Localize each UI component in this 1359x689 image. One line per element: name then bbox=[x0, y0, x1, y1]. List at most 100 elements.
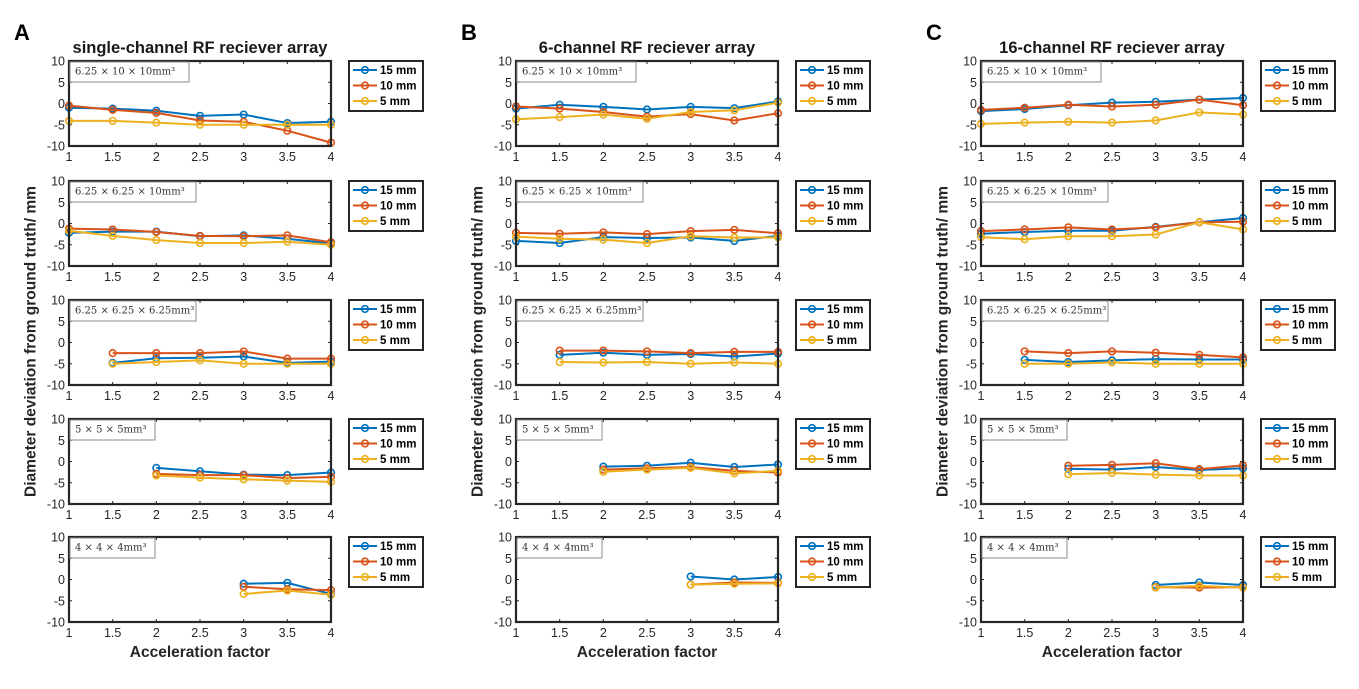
series-line bbox=[243, 589, 332, 596]
legend: 15 mm 10 mm 5 mm bbox=[1260, 536, 1336, 588]
legend-label: 15 mm bbox=[827, 541, 863, 553]
data-point bbox=[730, 116, 739, 125]
data-point bbox=[599, 235, 608, 244]
series-line bbox=[559, 349, 778, 355]
y-tick-label: 0 bbox=[58, 217, 65, 231]
data-point bbox=[283, 237, 292, 246]
legend-label: 10 mm bbox=[827, 439, 863, 451]
x-tick-label: 3 bbox=[1152, 150, 1159, 164]
y-tick-label: -5 bbox=[501, 476, 512, 490]
data-point bbox=[1151, 348, 1160, 357]
y-tick-label: 10 bbox=[498, 531, 512, 545]
subplot: 1 1.5 2 2.5 3 3.5 4 10 5 0 -5 -10 6.25 × 6.25 × 6.25… bbox=[959, 294, 1336, 403]
x-tick-label: 3 bbox=[687, 508, 694, 522]
data-point bbox=[1064, 100, 1073, 109]
annotation-frame bbox=[516, 181, 644, 203]
annotation-box: 6.25 × 6.25 × 6.25mm³ bbox=[516, 300, 644, 322]
data-point bbox=[283, 354, 292, 363]
y-tick-label: -5 bbox=[501, 357, 512, 371]
y-tick-label: -5 bbox=[966, 357, 977, 371]
x-tick-label: 4 bbox=[775, 150, 782, 164]
legend: 15 mm 10 mm 5 mm bbox=[795, 536, 871, 588]
y-tick-label: -10 bbox=[47, 140, 65, 154]
legend-marker bbox=[360, 572, 370, 582]
legend-marker bbox=[360, 304, 370, 314]
data-point bbox=[239, 238, 248, 248]
y-tick-label: -10 bbox=[494, 616, 512, 630]
series-line bbox=[68, 229, 332, 246]
x-tick-label: 1 bbox=[513, 270, 520, 284]
x-tick-label: 2.5 bbox=[1103, 270, 1120, 284]
data-point bbox=[599, 467, 608, 476]
legend-label: 5 mm bbox=[1292, 96, 1322, 108]
y-tick-label: 5 bbox=[58, 434, 65, 448]
data-point bbox=[642, 114, 652, 123]
data-point bbox=[283, 586, 292, 595]
x-tick-label: 3.5 bbox=[726, 508, 743, 522]
y-tick-label: -10 bbox=[959, 260, 977, 274]
legend-marker bbox=[360, 335, 370, 345]
x-tick-label: 2.5 bbox=[191, 389, 208, 403]
legend-marker bbox=[1272, 439, 1282, 448]
y-tick-label: 10 bbox=[498, 294, 512, 308]
x-tick-label: 3.5 bbox=[279, 270, 296, 284]
annotation-text: 5 × 5 × 5mm³ bbox=[987, 425, 1059, 436]
legend-marker bbox=[360, 423, 370, 433]
x-tick-label: 4 bbox=[328, 508, 335, 522]
annotation-box: 6.25 × 10 × 10mm³ bbox=[516, 61, 637, 83]
x-tick-label: 4 bbox=[775, 270, 782, 284]
data-point bbox=[108, 105, 117, 114]
data-point bbox=[1195, 108, 1204, 117]
annotation-text: 6.25 × 6.25 × 10mm³ bbox=[75, 187, 185, 198]
series-line bbox=[112, 355, 332, 364]
y-tick-label: -10 bbox=[47, 616, 65, 630]
x-tick-label: 3.5 bbox=[1191, 270, 1208, 284]
x-tick-label: 1.5 bbox=[551, 270, 568, 284]
legend-marker bbox=[1272, 216, 1282, 226]
annotation-frame bbox=[69, 61, 190, 83]
data-point bbox=[152, 118, 161, 127]
series-line bbox=[156, 472, 332, 480]
x-tick-label: 2 bbox=[153, 626, 160, 640]
data-point bbox=[283, 120, 292, 129]
x-tick-label: 1.5 bbox=[104, 389, 121, 403]
data-point bbox=[283, 476, 292, 485]
x-tick-label: 4 bbox=[1240, 508, 1247, 522]
y-tick-label: -5 bbox=[54, 476, 65, 490]
x-tick-label: 2.5 bbox=[638, 270, 655, 284]
x-tick-label: 3 bbox=[240, 150, 247, 164]
legend-label: 10 mm bbox=[827, 81, 863, 93]
axes-frame bbox=[67, 417, 333, 506]
y-tick-label: 5 bbox=[505, 76, 512, 90]
subplot: 1 1.5 2 2.5 3 3.5 4 10 5 0 -5 -10 6.25 × 10 × 10mm³ 1… bbox=[494, 55, 871, 164]
y-tick-label: 0 bbox=[58, 455, 65, 469]
y-tick-label: -10 bbox=[47, 260, 65, 274]
legend-label: 10 mm bbox=[1292, 320, 1328, 332]
data-point bbox=[195, 473, 205, 482]
legend-label: 5 mm bbox=[1292, 454, 1322, 466]
x-tick-label: 1 bbox=[978, 150, 985, 164]
series-line bbox=[1068, 471, 1243, 477]
x-tick-label: 1.5 bbox=[104, 270, 121, 284]
y-tick-label: -5 bbox=[966, 118, 977, 132]
y-tick-label: 0 bbox=[505, 336, 512, 350]
x-tick-label: 3.5 bbox=[1191, 626, 1208, 640]
legend-marker bbox=[360, 320, 370, 329]
legend-label: 5 mm bbox=[380, 96, 410, 108]
legend-marker bbox=[1272, 423, 1282, 433]
x-tick-label: 2 bbox=[1065, 389, 1072, 403]
series-line bbox=[603, 466, 779, 475]
legend-label: 15 mm bbox=[827, 65, 863, 77]
data-point bbox=[1151, 470, 1160, 479]
annotation-frame bbox=[516, 300, 644, 322]
data-point bbox=[1151, 230, 1160, 239]
data-point bbox=[1064, 232, 1073, 241]
data-point bbox=[108, 231, 117, 240]
y-tick-label: 0 bbox=[505, 97, 512, 111]
legend-label: 15 mm bbox=[1292, 304, 1328, 316]
x-tick-label: 1.5 bbox=[1016, 389, 1033, 403]
y-tick-label: 5 bbox=[970, 196, 977, 210]
y-tick-label: 5 bbox=[970, 552, 977, 566]
y-tick-label: 0 bbox=[970, 97, 977, 111]
